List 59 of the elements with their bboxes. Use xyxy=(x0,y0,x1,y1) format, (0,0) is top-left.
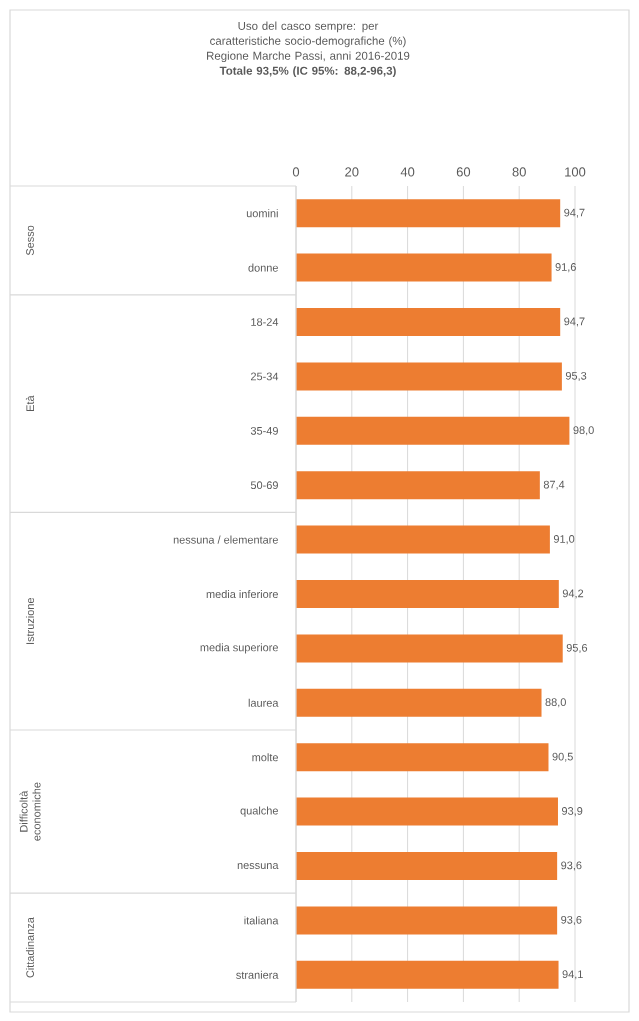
chart-subtitle: Regione Marche Passi, anni 2016-2019 xyxy=(207,51,410,63)
data-label: 94,7 xyxy=(564,317,585,327)
data-label: 98,0 xyxy=(573,426,594,436)
text: Totale 93,5% (IC 95%: 88,2-96,3) xyxy=(219,66,396,78)
chart-title: Uso del casco sempre: per caratteristiche socio-demografiche (%) xyxy=(210,21,406,48)
bar xyxy=(296,634,563,663)
bar xyxy=(296,308,561,337)
bar xyxy=(296,471,540,500)
x-tick-label: 0 xyxy=(292,167,300,177)
text: Difficoltà economiche xyxy=(19,782,41,841)
bar xyxy=(296,797,558,826)
data-label: 91,6 xyxy=(555,263,576,273)
bar xyxy=(296,743,549,772)
data-label: 94,1 xyxy=(562,970,583,980)
y-tick-label: nessuna / elementare xyxy=(173,535,278,544)
y-tick-label: donne xyxy=(248,263,278,272)
data-label: 95,6 xyxy=(566,643,588,653)
text: Età xyxy=(25,395,35,411)
y-tick-label: 18-24 xyxy=(251,318,279,326)
text: Cittadinanza xyxy=(25,917,35,978)
bar xyxy=(296,525,550,554)
bar xyxy=(296,362,562,391)
x-tick-label: 40 xyxy=(400,167,415,177)
bar xyxy=(296,253,552,282)
data-label: 94,2 xyxy=(562,589,584,599)
data-label: 93,6 xyxy=(561,861,582,871)
y-tick-label: straniera xyxy=(236,970,279,979)
bar xyxy=(296,852,558,881)
bar xyxy=(296,906,558,935)
y-tick-label: media inferiore xyxy=(206,590,278,599)
x-tick-label: 20 xyxy=(345,167,359,177)
y-tick-label: media superiore xyxy=(200,643,278,654)
y-tick-label: laurea xyxy=(248,698,279,707)
y-tick-label: uomini xyxy=(246,209,278,218)
y-tick-label: nessuna xyxy=(237,863,279,870)
bar xyxy=(296,960,559,989)
bar xyxy=(296,199,561,228)
data-label: 95,3 xyxy=(565,371,587,381)
y-tick-label: 50-69 xyxy=(250,481,278,490)
x-tick-label: 100 xyxy=(565,167,586,177)
y-tick-label: 35-49 xyxy=(250,426,278,435)
y-tick-label: italiana xyxy=(244,916,279,925)
bar xyxy=(296,688,542,717)
data-label: 90,5 xyxy=(552,752,573,762)
x-tick-label: 60 xyxy=(456,167,471,177)
text: Istruzione xyxy=(25,597,35,644)
data-label: 93,6 xyxy=(561,915,582,925)
y-tick-label: molte xyxy=(252,753,278,762)
data-label: 94,7 xyxy=(564,208,585,218)
data-label: 91,0 xyxy=(553,535,575,545)
data-label: 88,0 xyxy=(545,698,566,708)
x-tick-label: 80 xyxy=(512,167,526,177)
data-label: 87,4 xyxy=(543,480,565,490)
data-label: 93,9 xyxy=(562,807,583,817)
bar xyxy=(296,416,570,445)
y-tick-label: 25-34 xyxy=(251,372,279,381)
y-tick-label: qualche xyxy=(240,806,278,817)
bar xyxy=(296,580,559,609)
text: Sesso xyxy=(26,225,34,256)
